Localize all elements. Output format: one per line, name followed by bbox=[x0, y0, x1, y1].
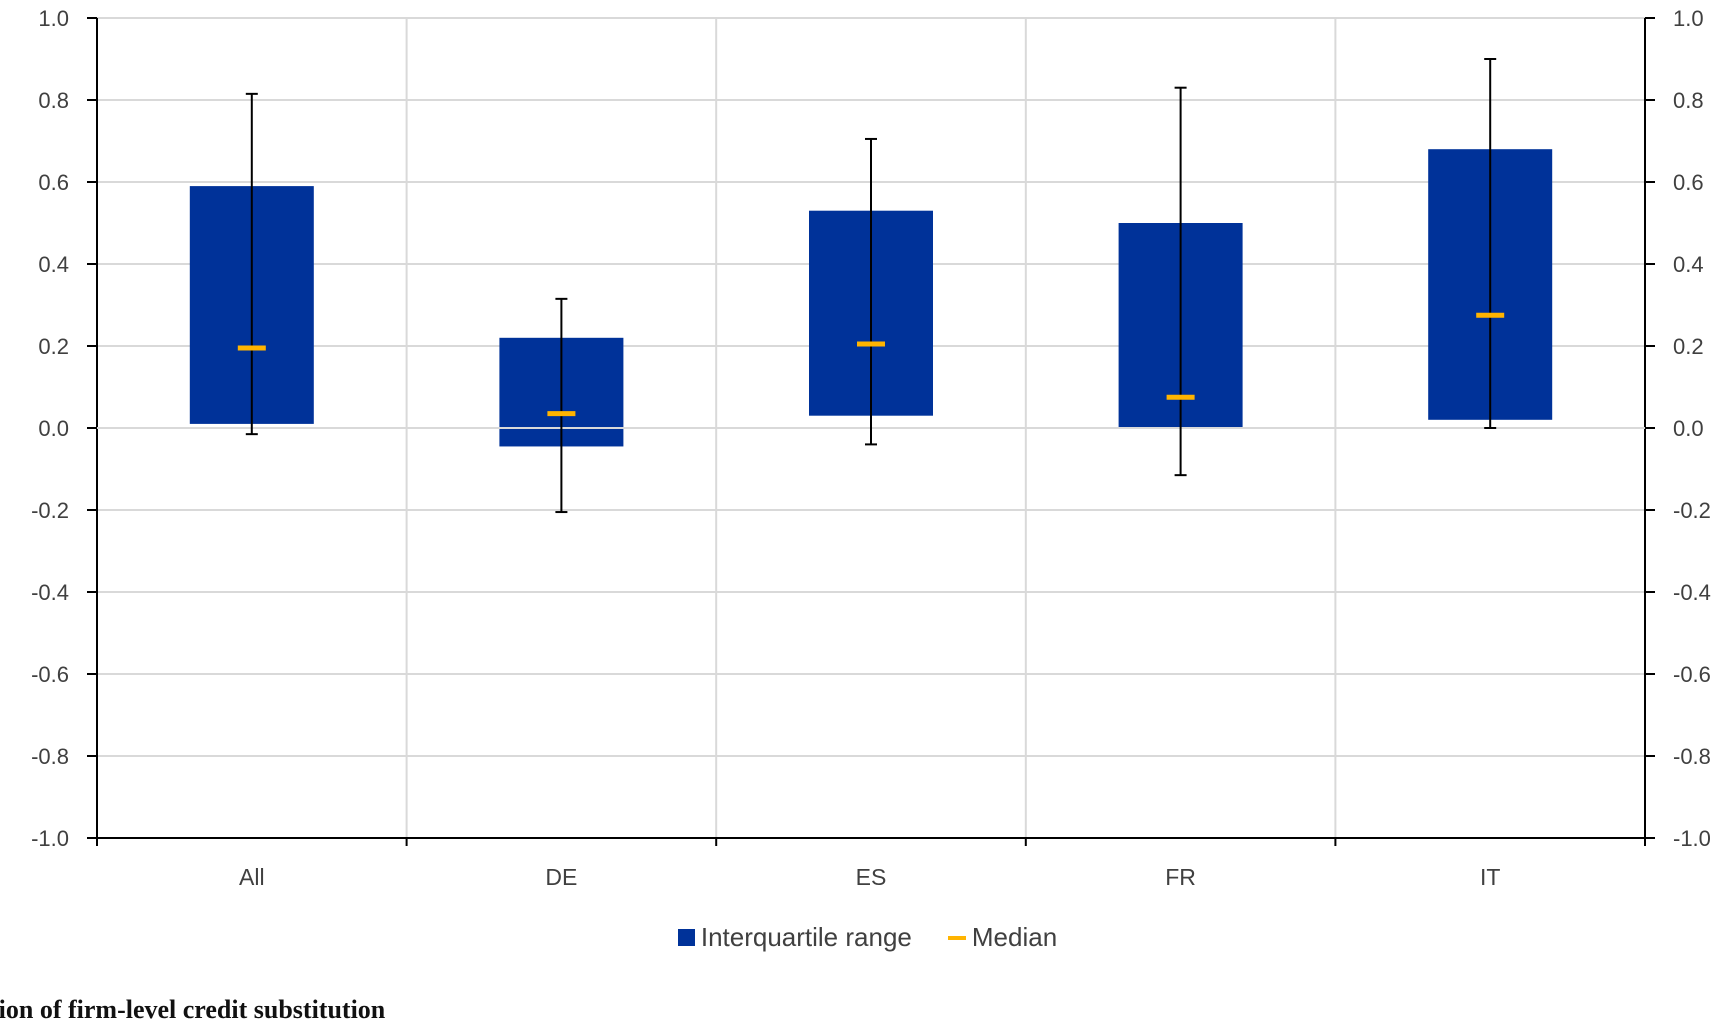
legend-item-median: Median bbox=[947, 922, 1058, 953]
data-marks bbox=[97, 58, 1645, 514]
y-tick-label-left: 0.2 bbox=[38, 334, 69, 359]
y-tick-label-left: 0.6 bbox=[38, 170, 69, 195]
y-tick-label-right: -0.8 bbox=[1673, 744, 1711, 769]
legend-label-median: Median bbox=[971, 922, 1058, 952]
y-tick-label-right: -0.6 bbox=[1673, 662, 1711, 687]
y-tick-label-left: 0.0 bbox=[38, 416, 69, 441]
x-tick-label: IT bbox=[1480, 864, 1500, 890]
tick-labels: 1.0 1.0 0.8 0.8 0.6 0.6 0.4 0.4 0.2 0.2 0.0 0.0 -0.2… bbox=[31, 6, 1711, 890]
y-tick-label-left: -0.2 bbox=[31, 498, 69, 523]
legend-swatch-median bbox=[947, 935, 966, 940]
y-tick-label-left: -0.6 bbox=[31, 662, 69, 687]
x-tick-label: DE bbox=[545, 864, 577, 890]
y-tick-label-right: 0.0 bbox=[1673, 416, 1704, 441]
y-tick-label-right: 0.4 bbox=[1673, 252, 1704, 277]
legend-swatch-iqr bbox=[677, 929, 695, 946]
y-tick-label-right: -1.0 bbox=[1673, 826, 1711, 851]
y-tick-label-right: 0.6 bbox=[1673, 170, 1704, 195]
y-tick-label-left: -0.8 bbox=[31, 744, 69, 769]
figure-caption: tion of firm-level credit substitution bbox=[0, 995, 386, 1024]
legend-item-iqr: Interquartile range bbox=[677, 922, 912, 953]
y-tick-label-left: -1.0 bbox=[31, 826, 69, 851]
x-tick-label: ES bbox=[856, 864, 887, 890]
legend: Interquartile range Median bbox=[0, 922, 1735, 953]
y-tick-label-left: -0.4 bbox=[31, 580, 69, 605]
y-tick-label-right: -0.4 bbox=[1673, 580, 1711, 605]
y-tick-label-left: 0.4 bbox=[38, 252, 69, 277]
y-tick-label-left: 0.8 bbox=[38, 88, 69, 113]
y-tick-label-right: 1.0 bbox=[1673, 6, 1704, 31]
y-tick-label-right: -0.2 bbox=[1673, 498, 1711, 523]
y-tick-label-right: 0.2 bbox=[1673, 334, 1704, 359]
x-tick-label: FR bbox=[1165, 864, 1196, 890]
y-tick-label-left: 1.0 bbox=[38, 6, 69, 31]
x-tick-label: All bbox=[239, 864, 265, 890]
y-tick-label-right: 0.8 bbox=[1673, 88, 1704, 113]
legend-label-iqr: Interquartile range bbox=[700, 922, 912, 952]
